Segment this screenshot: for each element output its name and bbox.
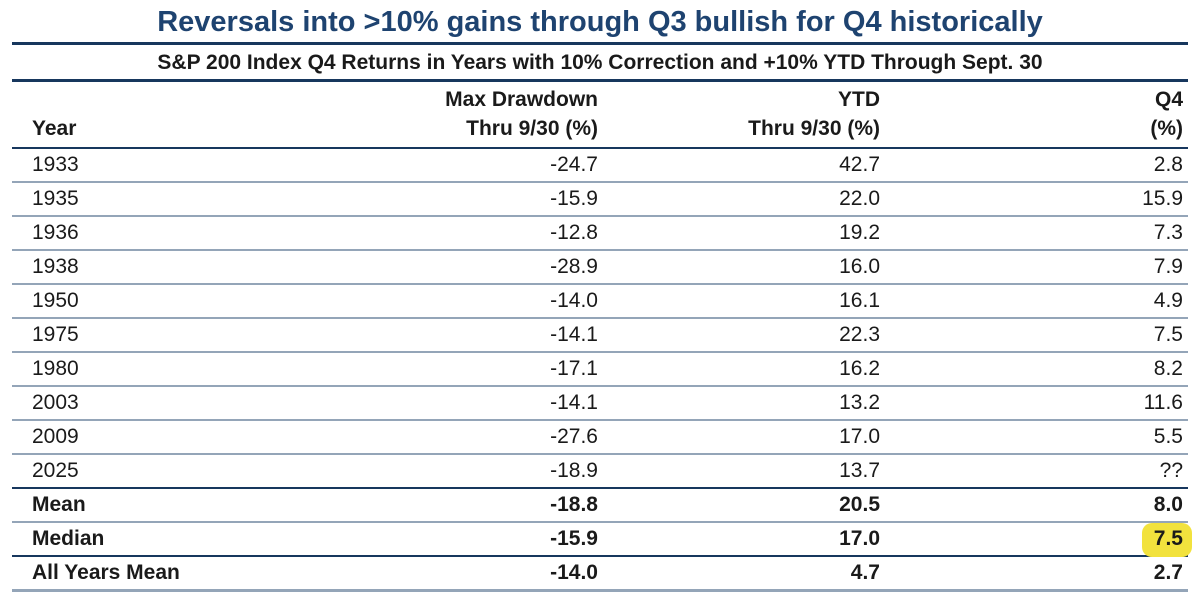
q4-cell: 7.5 bbox=[892, 318, 1188, 354]
summary-row: All Years Mean -14.0 4.7 2.7 bbox=[12, 556, 1188, 590]
max-drawdown-cell: -14.0 bbox=[550, 561, 598, 585]
max-drawdown-cell: -15.9 bbox=[202, 522, 610, 558]
header-cell-ytd: YTD Thru 9/30 (%) bbox=[610, 82, 892, 150]
q4-cell: 2.7 bbox=[1153, 561, 1183, 585]
q4-cell: ?? bbox=[892, 454, 1188, 490]
header-row: Year Max Drawdown Thru 9/30 (%) YTD Thru… bbox=[12, 82, 1188, 150]
max-drawdown-cell: -24.7 bbox=[202, 148, 610, 184]
ytd-cell: 13.2 bbox=[610, 386, 892, 422]
table-row: 1975 -14.1 22.3 7.5 bbox=[12, 318, 1188, 354]
q4-cell: 8.2 bbox=[892, 352, 1188, 388]
max-drawdown-cell: -27.6 bbox=[202, 420, 610, 456]
q4-cell: 11.6 bbox=[892, 386, 1188, 422]
max-drawdown-cell: -12.8 bbox=[202, 216, 610, 252]
page-title: Reversals into >10% gains through Q3 bul… bbox=[157, 6, 1043, 38]
ytd-cell: 17.0 bbox=[610, 522, 892, 558]
ytd-cell: 22.0 bbox=[610, 182, 892, 218]
ytd-cell: 19.2 bbox=[610, 216, 892, 252]
returns-table: Year Max Drawdown Thru 9/30 (%) YTD Thru… bbox=[12, 82, 1192, 592]
max-drawdown-cell: -14.1 bbox=[202, 386, 610, 422]
header-year-line1 bbox=[32, 85, 202, 114]
year-cell: Mean bbox=[12, 488, 202, 524]
table-row: 1950 -14.0 16.1 4.9 bbox=[12, 284, 1188, 320]
title-divider bbox=[12, 42, 1188, 46]
year-cell: 2025 bbox=[12, 454, 202, 490]
header-year-line2: Year bbox=[32, 117, 77, 141]
header-cell-q4: Q4 (%) bbox=[892, 82, 1188, 150]
year-cell: Median bbox=[12, 522, 202, 558]
max-drawdown-cell: -18.9 bbox=[202, 454, 610, 490]
q4-cell: 7.5 bbox=[892, 522, 1192, 558]
table-row: 2009 -27.6 17.0 5.5 bbox=[12, 420, 1188, 456]
table-row: 1938 -28.9 16.0 7.9 bbox=[12, 250, 1188, 286]
table-row: 2003 -14.1 13.2 11.6 bbox=[12, 386, 1188, 422]
year-cell: 2003 bbox=[12, 386, 202, 422]
q4-cell: 4.9 bbox=[892, 284, 1188, 320]
header-cell-year: Year bbox=[12, 82, 202, 150]
subtitle-divider bbox=[12, 79, 1188, 83]
max-drawdown-cell: -14.1 bbox=[202, 318, 610, 354]
year-cell: 1975 bbox=[12, 318, 202, 354]
table-row: 1933 -24.7 42.7 2.8 bbox=[12, 148, 1188, 184]
ytd-cell: 42.7 bbox=[610, 148, 892, 184]
header-max-drawdown-line1: Max Drawdown bbox=[445, 88, 598, 112]
year-cell: 2009 bbox=[12, 420, 202, 456]
q4-cell: 5.5 bbox=[892, 420, 1188, 456]
header-ytd-line2: Thru 9/30 (%) bbox=[748, 117, 880, 141]
year-cell: 1933 bbox=[12, 148, 202, 184]
highlighted-q4-value: 7.5 bbox=[1141, 523, 1192, 558]
ytd-cell: 13.7 bbox=[610, 454, 892, 490]
ytd-cell: 4.7 bbox=[850, 561, 880, 585]
ytd-cell: 22.3 bbox=[610, 318, 892, 354]
year-cell: 1950 bbox=[12, 284, 202, 320]
header-max-drawdown-line2: Thru 9/30 (%) bbox=[466, 117, 598, 141]
ytd-cell: 16.1 bbox=[610, 284, 892, 320]
max-drawdown-cell: -14.0 bbox=[202, 284, 610, 320]
header-ytd-line1: YTD bbox=[838, 88, 880, 112]
summary-row: Mean -18.8 20.5 8.0 bbox=[12, 488, 1188, 524]
max-drawdown-cell: -15.9 bbox=[202, 182, 610, 218]
ytd-cell: 17.0 bbox=[610, 420, 892, 456]
max-drawdown-cell: -28.9 bbox=[202, 250, 610, 286]
ytd-cell: 16.0 bbox=[610, 250, 892, 286]
q4-cell: 7.9 bbox=[892, 250, 1188, 286]
year-cell: 1936 bbox=[12, 216, 202, 252]
table-row: 1980 -17.1 16.2 8.2 bbox=[12, 352, 1188, 388]
header-cell-max-drawdown: Max Drawdown Thru 9/30 (%) bbox=[202, 82, 610, 150]
year-cell: 1980 bbox=[12, 352, 202, 388]
summary-row: Median -15.9 17.0 7.5 bbox=[12, 522, 1192, 558]
table-subtitle: S&P 200 Index Q4 Returns in Years with 1… bbox=[157, 51, 1043, 75]
year-cell: All Years Mean bbox=[32, 561, 180, 585]
header-q4-line1: Q4 bbox=[1154, 88, 1183, 112]
q4-cell: 8.0 bbox=[892, 488, 1188, 524]
table-row: 1936 -12.8 19.2 7.3 bbox=[12, 216, 1188, 252]
year-cell: 1935 bbox=[12, 182, 202, 218]
q4-cell: 2.8 bbox=[892, 148, 1188, 184]
q4-cell: 7.3 bbox=[892, 216, 1188, 252]
ytd-cell: 20.5 bbox=[610, 488, 892, 524]
table-row: 1935 -15.9 22.0 15.9 bbox=[12, 182, 1188, 218]
max-drawdown-cell: -17.1 bbox=[202, 352, 610, 388]
year-cell: 1938 bbox=[12, 250, 202, 286]
header-q4-line2: (%) bbox=[1150, 117, 1183, 141]
ytd-cell: 16.2 bbox=[610, 352, 892, 388]
table-row: 2025 -18.9 13.7?? bbox=[12, 454, 1188, 490]
q4-cell: 15.9 bbox=[892, 182, 1188, 218]
max-drawdown-cell: -18.8 bbox=[202, 488, 610, 524]
table-body: 1933 -24.7 42.7 2.8 1935 -15.9 22.0 15.9 1936 -12… bbox=[12, 148, 1192, 590]
